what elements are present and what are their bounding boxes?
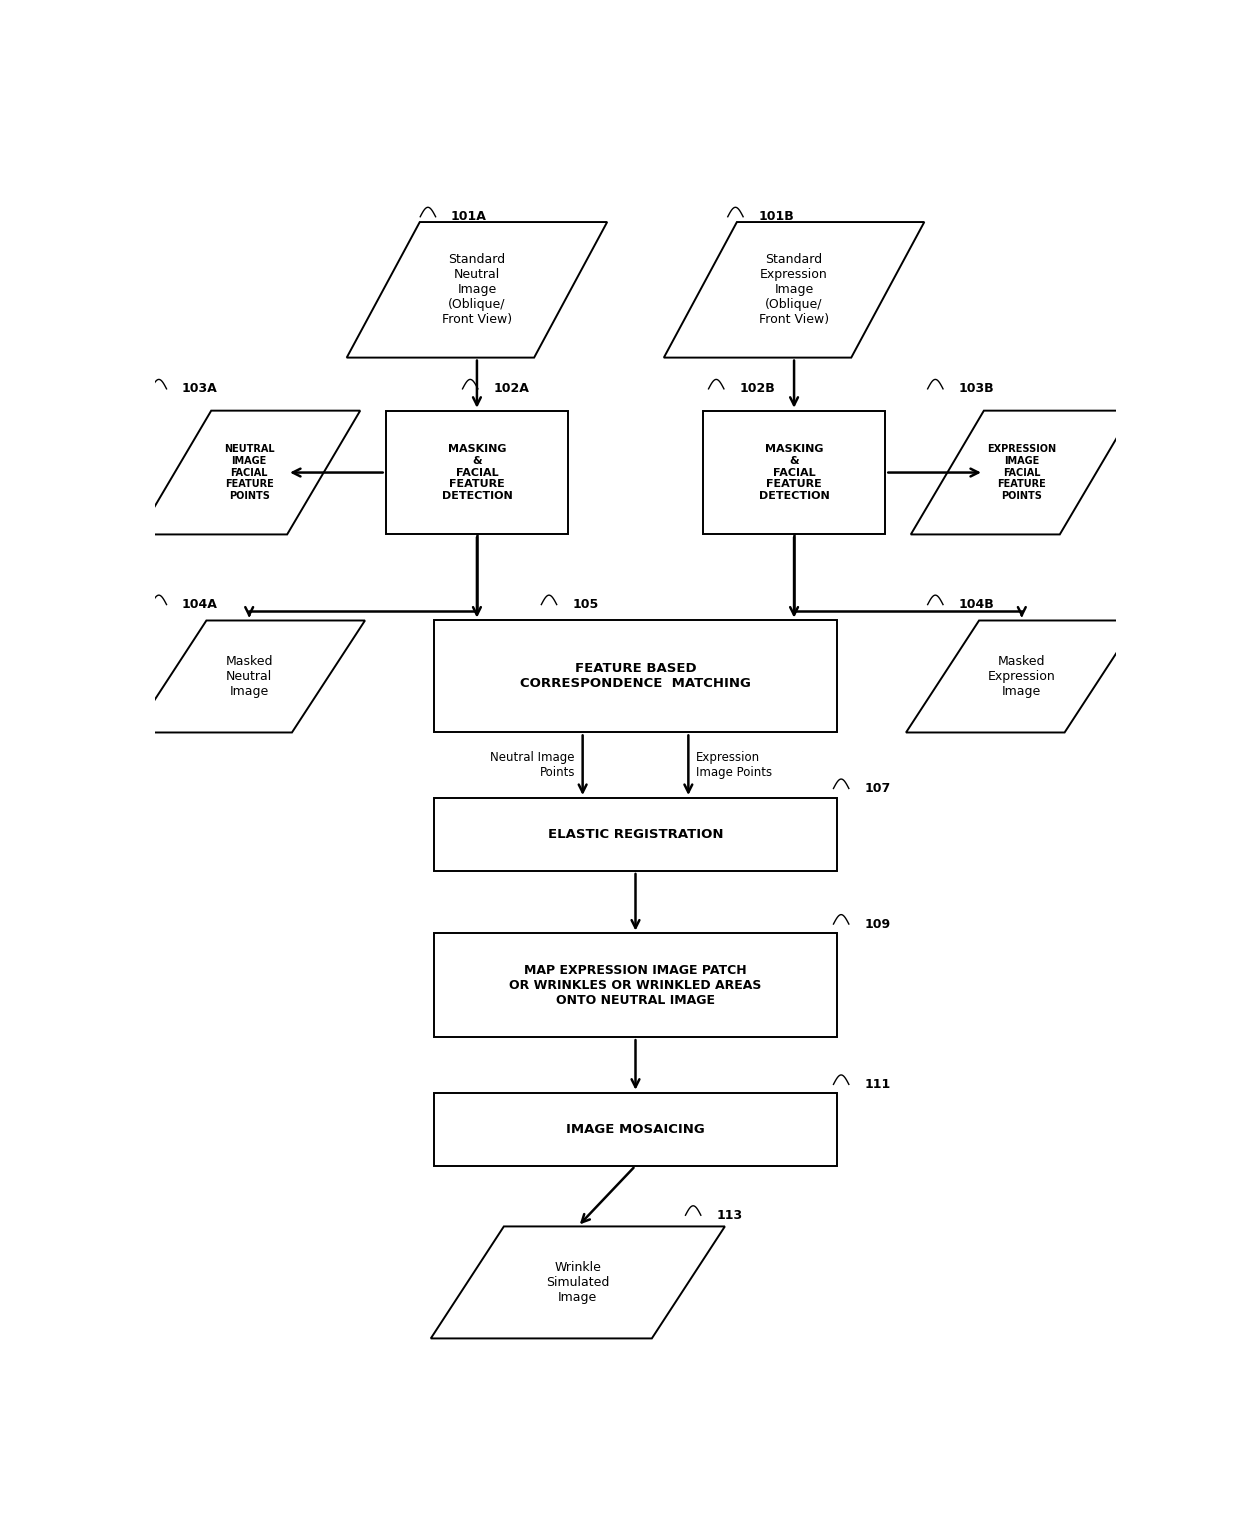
- Text: MASKING
&
FACIAL
FEATURE
DETECTION: MASKING & FACIAL FEATURE DETECTION: [759, 444, 830, 501]
- Text: 104B: 104B: [959, 599, 994, 611]
- Text: 103B: 103B: [959, 383, 994, 395]
- Text: Neutral Image
Points: Neutral Image Points: [491, 752, 575, 779]
- Text: MAP EXPRESSION IMAGE PATCH
OR WRINKLES OR WRINKLED AREAS
ONTO NEUTRAL IMAGE: MAP EXPRESSION IMAGE PATCH OR WRINKLES O…: [510, 965, 761, 1007]
- Text: 109: 109: [864, 917, 890, 931]
- Polygon shape: [911, 410, 1133, 534]
- Text: Masked
Expression
Image: Masked Expression Image: [988, 655, 1055, 698]
- Polygon shape: [138, 410, 360, 534]
- Text: 107: 107: [864, 782, 890, 795]
- Bar: [434, 620, 837, 732]
- Text: Wrinkle
Simulated
Image: Wrinkle Simulated Image: [546, 1262, 610, 1304]
- Text: 104A: 104A: [182, 599, 218, 611]
- Polygon shape: [134, 620, 365, 732]
- Text: 113: 113: [717, 1209, 743, 1222]
- Text: 105: 105: [572, 599, 599, 611]
- Text: 102B: 102B: [739, 383, 775, 395]
- Text: MASKING
&
FACIAL
FEATURE
DETECTION: MASKING & FACIAL FEATURE DETECTION: [441, 444, 512, 501]
- Text: Masked
Neutral
Image: Masked Neutral Image: [226, 655, 273, 698]
- Text: EXPRESSION
IMAGE
FACIAL
FEATURE
POINTS: EXPRESSION IMAGE FACIAL FEATURE POINTS: [987, 444, 1056, 501]
- Text: Standard
Expression
Image
(Oblique/
Front View): Standard Expression Image (Oblique/ Fron…: [759, 253, 830, 326]
- Text: FEATURE BASED
CORRESPONDENCE  MATCHING: FEATURE BASED CORRESPONDENCE MATCHING: [520, 663, 751, 690]
- Polygon shape: [906, 620, 1137, 732]
- Text: 103A: 103A: [182, 383, 218, 395]
- Text: ELASTIC REGISTRATION: ELASTIC REGISTRATION: [548, 828, 723, 841]
- Text: Standard
Neutral
Image
(Oblique/
Front View): Standard Neutral Image (Oblique/ Front V…: [441, 253, 512, 326]
- Text: IMAGE MOSAICING: IMAGE MOSAICING: [567, 1122, 704, 1136]
- Bar: [703, 410, 885, 534]
- Text: 101B: 101B: [759, 210, 795, 224]
- Polygon shape: [430, 1226, 725, 1338]
- Text: 101A: 101A: [451, 210, 487, 224]
- Bar: [386, 410, 568, 534]
- Bar: [434, 934, 837, 1036]
- Text: Expression
Image Points: Expression Image Points: [696, 752, 773, 779]
- Bar: [434, 798, 837, 871]
- Bar: [434, 1093, 837, 1165]
- Polygon shape: [663, 222, 924, 358]
- Text: NEUTRAL
IMAGE
FACIAL
FEATURE
POINTS: NEUTRAL IMAGE FACIAL FEATURE POINTS: [224, 444, 274, 501]
- Polygon shape: [347, 222, 608, 358]
- Text: 111: 111: [864, 1078, 890, 1092]
- Text: 102A: 102A: [494, 383, 529, 395]
